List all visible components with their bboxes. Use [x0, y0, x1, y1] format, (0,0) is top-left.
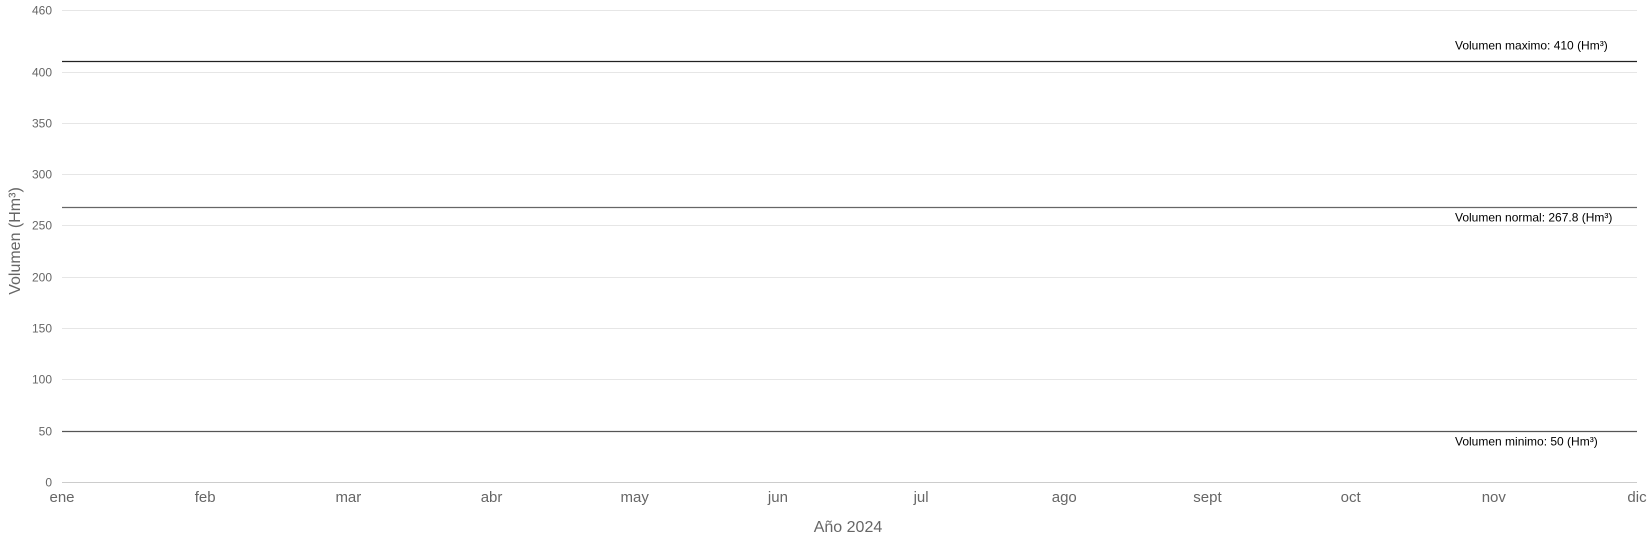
x-tick-label: jun — [767, 489, 788, 506]
y-tick-label: 250 — [32, 219, 52, 233]
reference-line-label: Volumen normal: 267.8 (Hm³) — [1455, 211, 1612, 225]
x-tick-label: oct — [1341, 489, 1362, 506]
reference-line-label: Volumen maximo: 410 (Hm³) — [1455, 39, 1608, 53]
x-tick-label: sept — [1193, 489, 1222, 506]
reference-line-label: Volumen minimo: 50 (Hm³) — [1455, 435, 1598, 449]
y-tick-label: 300 — [32, 168, 52, 182]
y-tick-label: 100 — [32, 373, 52, 387]
grid-lines — [62, 10, 1637, 483]
y-tick-label: 200 — [32, 271, 52, 285]
x-tick-label: ago — [1052, 489, 1077, 506]
y-axis-title: Volumen (Hm³) — [7, 187, 24, 295]
x-tick-label: jul — [913, 489, 929, 506]
x-tick-label: abr — [481, 489, 503, 506]
x-axis-title: Año 2024 — [814, 519, 883, 536]
x-tick-label: nov — [1482, 489, 1507, 506]
y-tick-label: 400 — [32, 66, 52, 80]
x-axis-ticks: ene feb mar abr may jun jul ago sept oct nov dic — [49, 489, 1647, 506]
y-tick-label: 350 — [32, 117, 52, 131]
x-tick-label: feb — [195, 489, 216, 506]
x-tick-label: ene — [49, 489, 74, 506]
reference-lines: Volumen maximo: 410 (Hm³) Volumen normal:… — [62, 39, 1637, 449]
y-tick-label: 460 — [32, 4, 52, 18]
y-axis-ticks: 0 50 100 150 200 250 300 350 400 460 — [32, 4, 52, 490]
y-tick-label: 150 — [32, 322, 52, 336]
x-tick-label: dic — [1627, 489, 1647, 506]
x-tick-label: may — [621, 489, 650, 506]
y-tick-label: 0 — [45, 476, 52, 490]
y-tick-label: 50 — [39, 425, 53, 439]
x-tick-label: mar — [335, 489, 361, 506]
